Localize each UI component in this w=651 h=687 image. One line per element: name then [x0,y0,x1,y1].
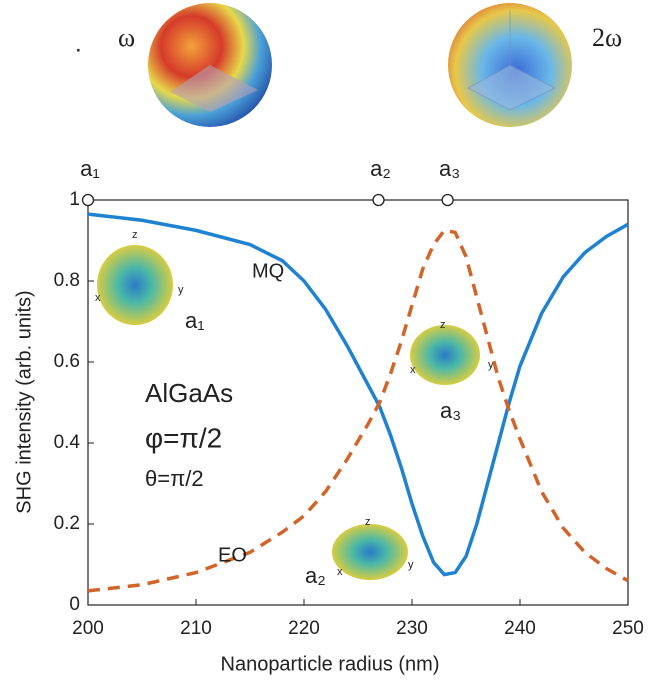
inset-axis-label: y [408,559,414,571]
x-tick-label: 250 [612,618,644,639]
sphere-cut [170,65,258,112]
top-point-label: a₃ [439,156,460,181]
top-point [441,193,454,207]
x-tick-label: 200 [72,618,104,639]
inset-axis-label: z [365,516,371,528]
x-tick-label: 230 [396,618,428,639]
inset-axis-label: z [132,229,138,241]
series-label: MQ [252,260,284,282]
inset-axis-label: x [95,292,101,304]
y-tick-label: 0.2 [54,513,80,534]
inset-axis-label: x [410,364,416,376]
inset-axis-label: z [440,319,446,331]
top-point [81,193,95,207]
line-0 [87,212,629,577]
sphere-cut [466,10,557,111]
plot-frame [87,199,629,606]
x-tick-label: 220 [288,618,320,639]
y-tick-label: 0 [69,594,80,615]
inset [97,245,480,580]
dot: . [75,30,82,57]
sphere-label: 2ω [592,23,622,52]
annotation: θ=π/2 [145,466,204,491]
inset-label: a₃ [440,398,461,423]
inset-label: a₂ [305,563,326,588]
y-tick-label: 0.8 [54,270,80,291]
top-point-label: a₂ [370,156,391,181]
inset-axis-label: x [337,566,343,578]
sphere-label: ω [118,23,135,52]
inset-label: a₁ [185,308,205,333]
y-tick-label: 0.6 [54,351,80,372]
top-point [372,193,385,207]
series-label: EO [218,544,247,566]
y-tick-label: 0.4 [54,432,81,453]
inset-axis-label: y [488,359,494,371]
inset-axis-label: y [178,284,184,296]
top-point-label: a₁ [80,156,100,181]
x-tick-label: 210 [180,618,212,639]
y-axis-label: SHG intensity (arb. units) [13,290,35,513]
line-1 [87,228,629,593]
y-tick-label: 1 [69,189,80,210]
annotation: AlGaAs [145,378,233,408]
x-tick-label: 240 [504,618,536,639]
annotation: φ=π/2 [145,422,222,453]
x-axis-label: Nanoparticle radius (nm) [221,653,440,675]
